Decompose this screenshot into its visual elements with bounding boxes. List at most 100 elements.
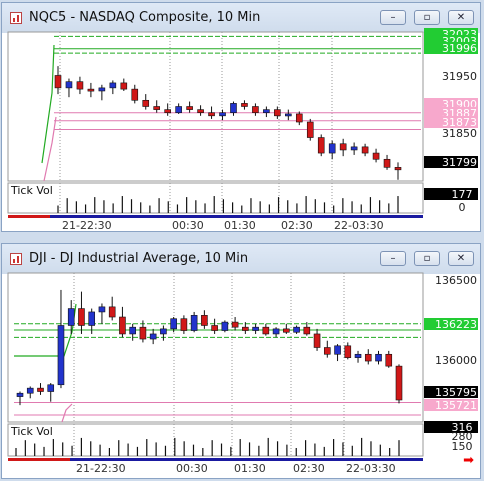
candle-body — [67, 308, 75, 326]
time-axis-label: 01:30 — [224, 219, 256, 231]
candle-body — [252, 106, 259, 114]
candle-body — [153, 106, 161, 110]
candle-body — [131, 88, 139, 101]
nq-candlestick-chart[interactable]: Tick Vol 21-22:30 00:30 01:30 02:30 22-03:30 3… — [2, 3, 480, 231]
price-axis-label: 135721 — [435, 399, 477, 412]
candle-body — [334, 345, 341, 355]
candle-body — [364, 353, 372, 362]
candle-body — [47, 384, 55, 392]
nq-window-title: NQC5 - NASDAQ Composite, 10 Min — [29, 10, 261, 25]
price-plot-area — [7, 272, 424, 423]
dji-candlestick-chart[interactable]: Tick Vol 21-22:30 00:30 01:30 02:30 22-03:30 1… — [2, 244, 480, 478]
candle-body — [108, 306, 116, 318]
candle-body — [394, 167, 402, 171]
time-axis-label: 22-03:30 — [334, 219, 384, 231]
price-label-badge — [424, 116, 478, 128]
time-axis-label: 00:30 — [176, 462, 208, 475]
time-axis-label: 01:30 — [234, 462, 266, 475]
candle-body — [306, 121, 314, 138]
price-plot-area — [7, 31, 424, 182]
time-axis-label: 02:30 — [281, 219, 313, 231]
volume-header-label: Tick Vol — [10, 425, 53, 438]
candle-body — [395, 365, 403, 401]
candle-body — [354, 353, 362, 358]
candle-body — [129, 326, 136, 335]
nq-titlebar[interactable]: NQC5 - NASDAQ Composite, 10 Min – ▫ ✕ — [2, 3, 480, 33]
price-axis-label: 31799 — [442, 156, 477, 169]
candle-body — [87, 88, 95, 92]
session-bar-red — [8, 458, 70, 461]
candle-body — [328, 143, 336, 154]
candle-body — [317, 137, 325, 154]
price-axis-label: 31850 — [442, 127, 477, 140]
dji-chart-window: DJI - DJ Industrial Average, 10 Min – ▫ … — [1, 243, 481, 479]
restore-button[interactable]: ▫ — [414, 10, 440, 25]
volume-label-badge — [424, 421, 478, 433]
candle-body — [109, 82, 117, 89]
candle-body — [344, 345, 352, 358]
candle-body — [242, 326, 249, 331]
session-bar-red — [8, 215, 50, 218]
candle-body — [16, 392, 24, 397]
price-label-badge — [424, 156, 478, 168]
candle-body — [57, 325, 65, 386]
candle-body — [262, 326, 270, 335]
chart-app-icon — [10, 253, 22, 265]
candle-body — [208, 112, 215, 117]
candle-body — [190, 315, 198, 331]
minimize-button[interactable]: – — [380, 10, 406, 25]
candle-body — [98, 87, 106, 92]
candle-body — [303, 326, 311, 335]
dji-titlebar[interactable]: DJI - DJ Industrial Average, 10 Min – ▫ … — [2, 244, 480, 274]
price-axis-label: 31873 — [442, 116, 477, 129]
time-axis-label: 00:30 — [172, 219, 204, 231]
candle-body — [339, 143, 347, 151]
session-bar — [8, 458, 423, 461]
candle-body — [241, 103, 248, 107]
candle-body — [175, 106, 182, 114]
candle-body — [283, 328, 290, 333]
close-button[interactable]: ✕ — [448, 251, 474, 266]
candle-body — [385, 353, 393, 367]
candle-body — [313, 333, 321, 348]
candle-body — [37, 387, 44, 392]
time-axis-label: 21-22:30 — [62, 219, 112, 231]
green-ramp-line — [41, 44, 55, 164]
candle-body — [76, 81, 84, 90]
scroll-right-arrow-icon[interactable]: ➡ — [463, 453, 474, 468]
candle-body — [350, 146, 358, 151]
candle-body — [323, 347, 331, 355]
candle-body — [219, 112, 226, 117]
candle-body — [274, 109, 281, 117]
candle-body — [383, 158, 391, 168]
candle-body — [142, 99, 150, 107]
candle-body — [361, 146, 369, 154]
candle-body — [375, 353, 382, 362]
session-bar — [8, 215, 423, 218]
volume-label-badge — [424, 188, 478, 200]
price-axis-label: 136500 — [435, 274, 477, 287]
volume-plot-area — [7, 182, 424, 214]
candle-body — [139, 326, 147, 340]
candle-body — [201, 315, 208, 326]
candle-body — [211, 325, 218, 331]
nq-chart-window: NQC5 - NASDAQ Composite, 10 Min – ▫ ✕ Ti… — [1, 2, 481, 232]
candle-body — [149, 333, 157, 340]
volume-axis-label: 150 — [452, 440, 473, 453]
candle-body — [186, 106, 193, 110]
close-button[interactable]: ✕ — [448, 10, 474, 25]
candle-body — [160, 328, 167, 335]
price-axis-label: 31950 — [442, 70, 477, 83]
candle-body — [372, 152, 380, 160]
candle-body — [252, 326, 259, 331]
minimize-button[interactable]: – — [380, 251, 406, 266]
candle-body — [230, 103, 237, 114]
candle-body — [231, 321, 239, 328]
time-axis-label: 02:30 — [293, 462, 325, 475]
candle-body — [120, 82, 128, 90]
candle-body — [88, 311, 96, 326]
price-label-badge — [424, 42, 478, 54]
volume-plot-area — [7, 423, 424, 457]
candle-body — [65, 81, 73, 89]
restore-button[interactable]: ▫ — [414, 251, 440, 266]
